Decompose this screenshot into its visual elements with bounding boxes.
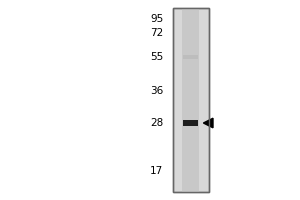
Bar xyxy=(182,8,199,192)
Polygon shape xyxy=(203,118,213,128)
Text: 72: 72 xyxy=(150,28,164,38)
Text: 95: 95 xyxy=(150,14,164,24)
Text: 28: 28 xyxy=(150,118,164,128)
Text: 17: 17 xyxy=(150,166,164,176)
Bar xyxy=(183,120,198,126)
Text: 36: 36 xyxy=(150,86,164,96)
Text: 55: 55 xyxy=(150,52,164,62)
Bar xyxy=(172,8,208,192)
Bar xyxy=(183,55,198,59)
Bar xyxy=(172,8,208,192)
